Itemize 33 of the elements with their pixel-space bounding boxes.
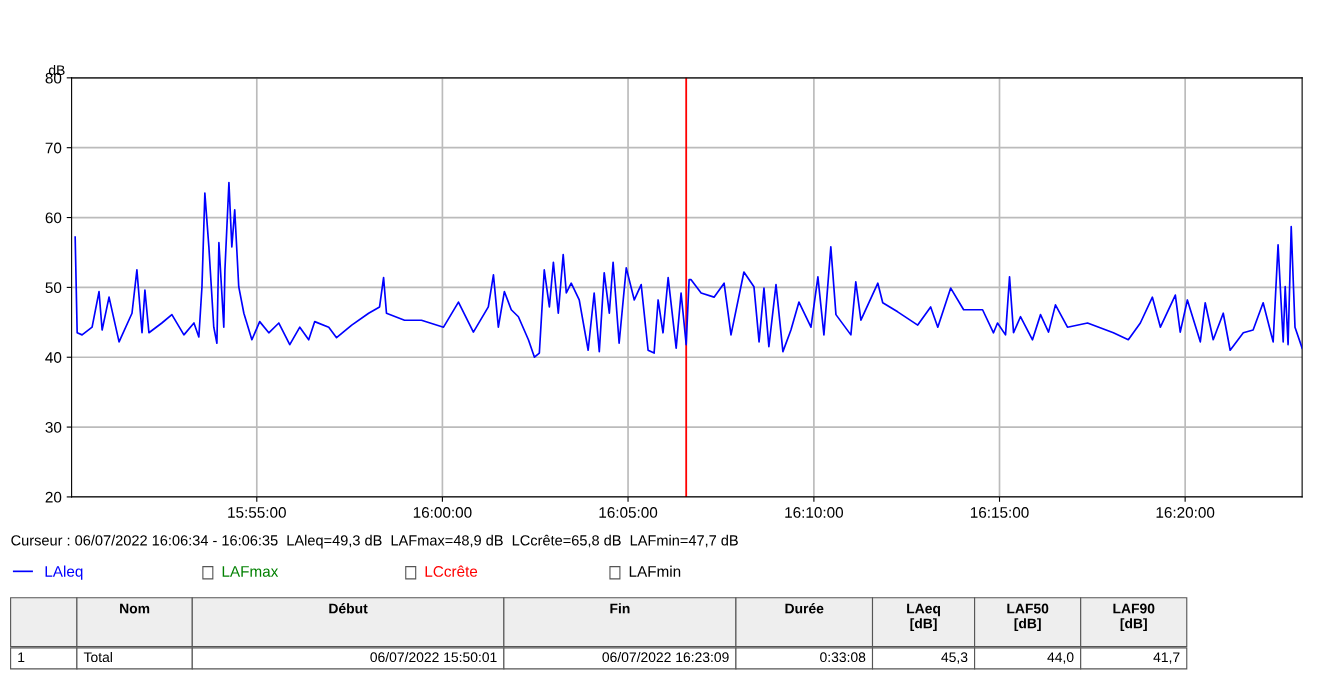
y-tick-label: 60 (45, 212, 62, 224)
text: 0:33:08 (820, 652, 866, 663)
text: Nom (120, 603, 150, 614)
x-tick-label: 16:00:00 (413, 507, 472, 518)
text: LAF90 [dB] (1113, 603, 1155, 632)
text: 41,7 (1153, 652, 1180, 664)
text: LAF50 [dB] (1007, 603, 1049, 632)
text: LAeq [dB] (907, 603, 940, 632)
x-tick-label: 16:05:00 (599, 507, 658, 518)
x-tick-label: 16:15:00 (970, 507, 1029, 518)
text: 44,0 (1047, 652, 1074, 664)
text: Début (329, 603, 368, 614)
text: 1 (18, 652, 25, 662)
y-tick-label: 40 (45, 352, 62, 363)
text: LAFmin (629, 565, 681, 577)
text: 45,3 (941, 652, 968, 664)
text: 06/07/2022 15:50:01 (370, 651, 497, 663)
x-tick-label: 15:55:00 (228, 507, 286, 518)
line-series (74, 181, 1303, 359)
x-tick-label: 16:10:00 (785, 507, 844, 518)
legend-label: LAleq (45, 565, 83, 580)
x-tick-label: 16:20:00 (1156, 507, 1215, 518)
text: 06/07/2022 16:23:09 (602, 651, 729, 663)
text: Total (83, 651, 112, 663)
y-tick-label: 30 (45, 421, 62, 433)
text: Curseur : 06/07/2022 16:06:34 - 16:06:35 LAleq=49,3 dB LAFmax=48,9 dB LCcrête=65,8 dB LAFmin=47,7 dB (11, 534, 738, 549)
y-tick-label: 20 (45, 491, 62, 503)
y-tick-label: 50 (45, 282, 62, 294)
text: Fin (610, 603, 630, 614)
text: LAFmax (222, 566, 279, 577)
y-tick-label: 70 (45, 142, 62, 154)
text: Durée (785, 603, 824, 614)
text: LCcrête (425, 565, 478, 577)
